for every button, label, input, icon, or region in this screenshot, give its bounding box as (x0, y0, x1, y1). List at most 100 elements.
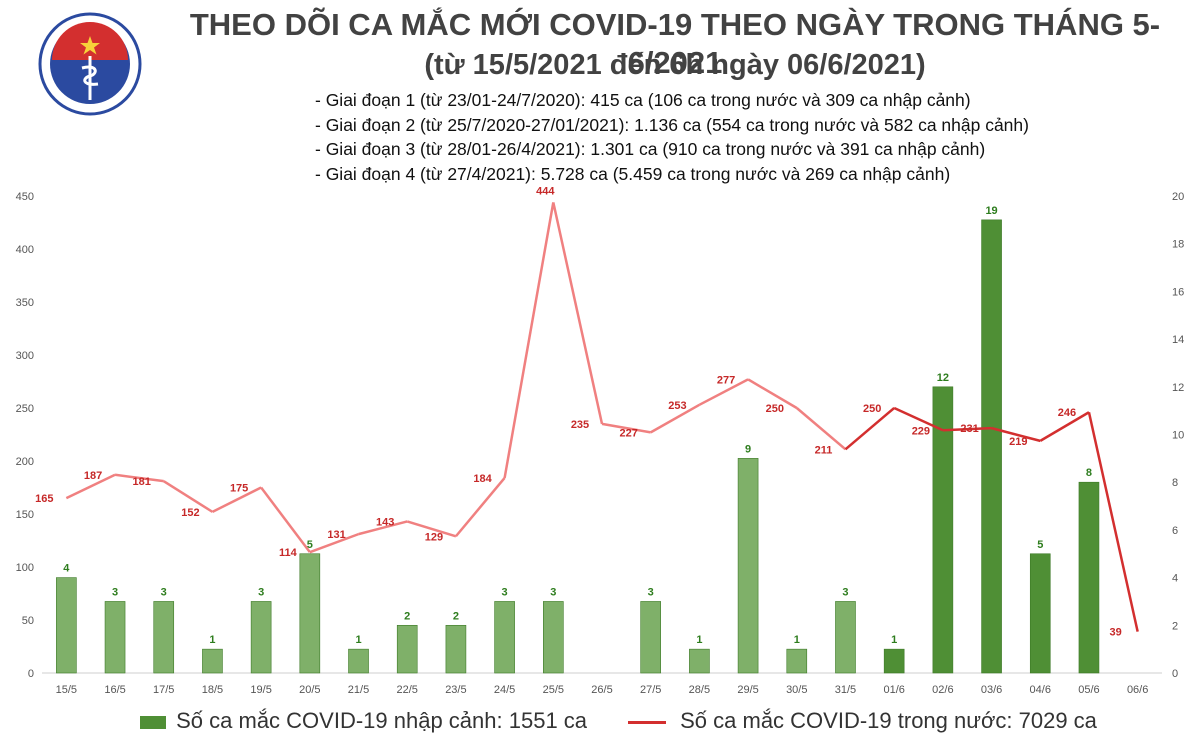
bar-imported (153, 601, 175, 674)
line-segment-domestic (454, 477, 506, 538)
bar-value-label: 3 (112, 586, 118, 598)
bar-value-label: 8 (1086, 467, 1092, 479)
bar-imported (299, 553, 321, 674)
line-value-label: 184 (473, 473, 492, 485)
line-value-label: 152 (181, 507, 199, 519)
x-tick-label: 18/5 (202, 684, 223, 696)
line-segment-domestic (1087, 411, 1139, 632)
bar-imported (1078, 481, 1100, 674)
y-right-tick-label: 2 (1172, 620, 1178, 632)
y-left-tick-label: 350 (16, 297, 34, 309)
y-right-tick-label: 6 (1172, 525, 1178, 537)
phase-summary: - Giai đoạn 1 (từ 23/01-24/7/2020): 415 … (315, 88, 1029, 186)
bar-value-label: 9 (745, 443, 751, 455)
line-segment-domestic (114, 473, 164, 483)
line-value-label: 235 (571, 419, 589, 431)
x-tick-label: 20/5 (299, 684, 320, 696)
y-right-tick-label: 12 (1172, 382, 1184, 394)
x-tick-label: 22/5 (397, 684, 418, 696)
y-left-tick-label: 250 (16, 403, 34, 415)
y-left-tick-label: 100 (16, 562, 34, 574)
line-segment-domestic (601, 422, 651, 434)
line-value-label: 143 (376, 516, 394, 528)
line-value-label: 246 (1058, 407, 1076, 419)
line-segment-domestic (844, 407, 895, 451)
x-tick-label: 21/5 (348, 684, 369, 696)
y-left-tick-label: 300 (16, 350, 34, 362)
x-tick-label: 15/5 (56, 684, 77, 696)
bar-imported (1029, 553, 1051, 674)
line-value-label: 250 (863, 403, 881, 415)
x-tick-label: 05/6 (1078, 684, 1099, 696)
line-value-label: 253 (668, 400, 686, 412)
line-value-label: 181 (133, 476, 151, 488)
bar-imported (543, 601, 564, 674)
bar-imported (250, 601, 272, 674)
bar-imported (104, 601, 126, 674)
line-value-label: 175 (230, 483, 248, 495)
bar-value-label: 3 (648, 586, 654, 598)
bar-imported (445, 624, 467, 674)
bar-value-label: 19 (985, 205, 997, 217)
bar-imported (202, 648, 223, 674)
x-tick-label: 16/5 (104, 684, 125, 696)
x-tick-label: 30/5 (786, 684, 807, 696)
legend-domestic-label: Số ca mắc COVID-19 trong nước: 7029 ca (680, 708, 1097, 733)
bar-value-label: 1 (696, 634, 702, 646)
line-segment-domestic (650, 403, 701, 434)
bar-value-label: 1 (891, 634, 897, 646)
y-right-tick-label: 4 (1172, 573, 1178, 585)
line-segment-domestic (65, 473, 116, 500)
x-tick-label: 25/5 (543, 684, 564, 696)
line-segment-domestic (893, 406, 944, 432)
line-segment-domestic (260, 486, 311, 553)
line-segment-domestic (503, 202, 555, 479)
x-tick-label: 27/5 (640, 684, 661, 696)
phase-3-line: - Giai đoạn 3 (từ 28/01-26/4/2021): 1.30… (315, 139, 986, 159)
bar-imported (396, 624, 418, 674)
line-segment-domestic (358, 520, 408, 536)
bar-value-label: 12 (937, 372, 949, 384)
line-value-label: 129 (425, 531, 443, 543)
line-segment-domestic (991, 426, 1041, 443)
phase-1-line: - Giai đoạn 1 (từ 23/01-24/7/2020): 415 … (315, 90, 971, 110)
ministry-of-health-logo (38, 12, 142, 116)
x-tick-label: 28/5 (689, 684, 710, 696)
phase-4-line: - Giai đoạn 4 (từ 27/4/2021): 5.728 ca (… (315, 163, 951, 184)
bar-value-label: 1 (355, 634, 361, 646)
x-tick-label: 24/5 (494, 684, 515, 696)
chart-title: THEO DÕI CA MẮC MỚI COVID-19 THEO NGÀY T… (189, 7, 1161, 80)
bar-value-label: 4 (63, 563, 70, 575)
bar-imported (348, 648, 369, 674)
line-value-label: 165 (35, 493, 53, 505)
y-left-tick-label: 200 (16, 456, 34, 468)
bar-imported (981, 219, 1002, 674)
line-value-label: 229 (912, 425, 930, 437)
bar-imported (494, 601, 515, 674)
bar-value-label: 2 (453, 610, 459, 622)
y-left-tick-label: 400 (16, 244, 34, 256)
bar-value-label: 5 (1037, 539, 1043, 551)
y-right-tick-label: 14 (1172, 334, 1184, 346)
legend-imported-label: Số ca mắc COVID-19 nhập cảnh: 1551 ca (176, 708, 588, 733)
bar-value-label: 1 (794, 634, 800, 646)
line-value-label: 250 (766, 403, 784, 415)
x-tick-label: 17/5 (153, 684, 174, 696)
line-value-label: 187 (84, 470, 102, 482)
line-segment-domestic (698, 378, 749, 406)
bar-value-label: 3 (161, 586, 167, 598)
bar-imported (737, 458, 759, 674)
x-tick-label: 02/6 (932, 684, 953, 696)
line-value-label: 444 (536, 185, 555, 197)
line-segment-domestic (309, 532, 359, 554)
line-value-label: 227 (620, 427, 638, 439)
y-left-tick-label: 150 (16, 509, 34, 521)
legend-bar-swatch (140, 715, 166, 729)
legend-domestic: Số ca mắc COVID-19 trong nước: 7029 ca (628, 708, 1097, 734)
bar-value-label: 3 (502, 586, 508, 598)
bar-imported (932, 386, 954, 674)
phase-2-line: - Giai đoạn 2 (từ 25/7/2020-27/01/2021):… (315, 114, 1029, 135)
x-tick-label: 26/5 (591, 684, 612, 696)
line-segment-domestic (942, 426, 992, 432)
line-segment-domestic (211, 486, 262, 513)
